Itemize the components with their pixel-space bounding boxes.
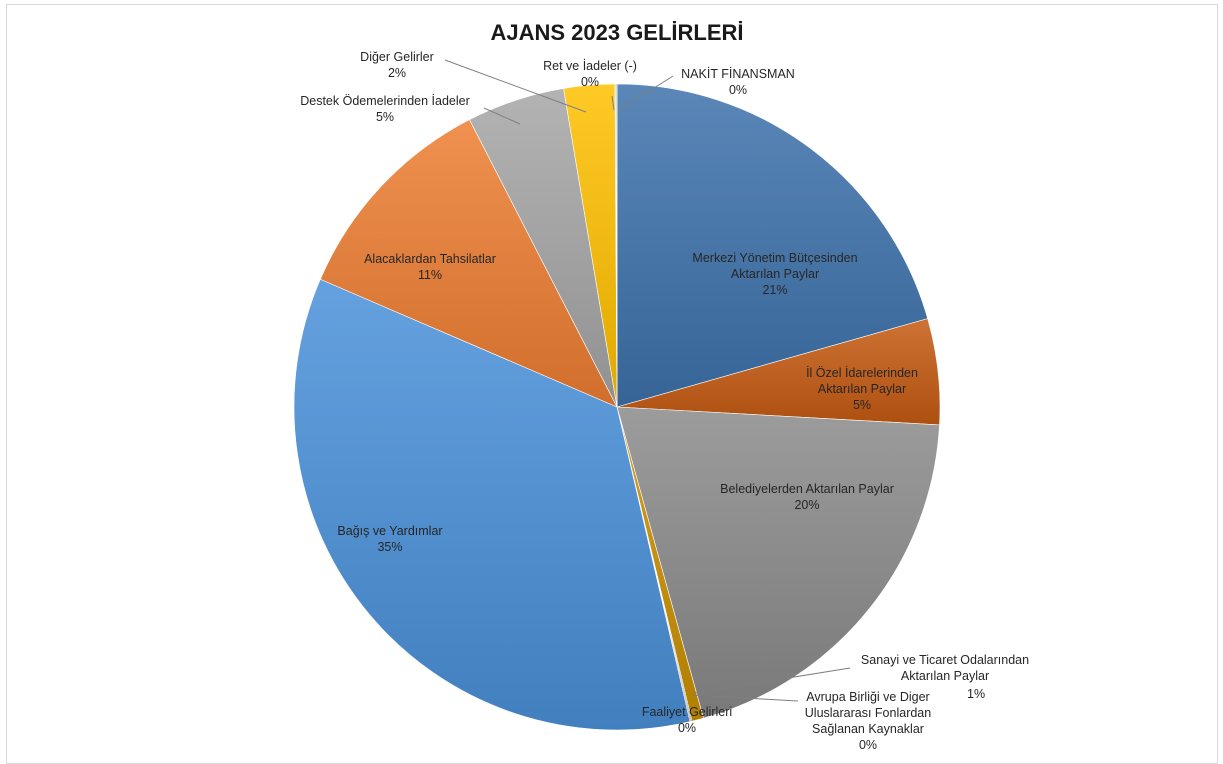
slice-percent-label: 1% bbox=[967, 687, 985, 701]
slice-name-label: Sanayi ve Ticaret Odalarından bbox=[861, 653, 1029, 667]
pie-slice bbox=[293, 278, 691, 731]
pie-slice bbox=[319, 119, 618, 408]
slice-percent-label: 0% bbox=[859, 738, 877, 752]
slice-name-label: NAKİT FİNANSMAN bbox=[681, 67, 795, 81]
leader-line bbox=[618, 75, 674, 111]
pie-slice bbox=[616, 83, 929, 408]
slice-percent-label: 0% bbox=[678, 721, 696, 735]
slice-name-label: Aktarılan Paylar bbox=[901, 669, 989, 683]
slice-name-label: Diğer Gelirler bbox=[360, 50, 434, 64]
chart-title: AJANS 2023 GELİRLERİ bbox=[490, 20, 743, 45]
slice-name-label: Destek Ödemelerinden İadeler bbox=[300, 94, 470, 108]
slice-name-label: Aktarılan Paylar bbox=[818, 382, 906, 396]
slice-percent-label: 20% bbox=[794, 498, 819, 512]
leader-line bbox=[691, 694, 799, 702]
slice-labels: Merkezi Yönetim Bütçesinden Aktarılan Pay… bbox=[300, 50, 1029, 752]
leader-line bbox=[483, 107, 521, 125]
slice-name-label: İl Özel İdarelerinden bbox=[806, 366, 918, 380]
slice-percent-label: 5% bbox=[853, 398, 871, 412]
slice-name-label: Belediyelerden Aktarılan Paylar bbox=[720, 482, 894, 496]
leader-line bbox=[444, 59, 587, 113]
slice-name-label: Bağış ve Yardımlar bbox=[337, 524, 442, 538]
pie-slice bbox=[616, 406, 940, 719]
slice-percent-label: 21% bbox=[762, 283, 787, 297]
slice-name-label: Avrupa Birliği ve Diger bbox=[806, 690, 929, 704]
slice-name-label: Merkezi Yönetim Bütçesinden bbox=[692, 251, 857, 265]
slice-name-label: Faaliyet Gelirleri bbox=[642, 705, 732, 719]
slice-percent-label: 35% bbox=[377, 540, 402, 554]
slice-name-label: Uluslararası Fonlardan bbox=[805, 706, 931, 720]
pie-slices bbox=[293, 83, 941, 731]
pie-slice bbox=[615, 83, 618, 408]
slice-percent-label: 0% bbox=[729, 83, 747, 97]
slice-name-label: Sağlanan Kaynaklar bbox=[812, 722, 924, 736]
slice-name-label: Alacaklardan Tahsilatlar bbox=[364, 252, 496, 266]
slice-name-label: Aktarılan Paylar bbox=[731, 267, 819, 281]
slice-percent-label: 11% bbox=[418, 268, 442, 282]
leader-line bbox=[611, 95, 615, 111]
slice-name-label: Ret ve İadeler (-) bbox=[543, 59, 637, 73]
slice-percent-label: 5% bbox=[376, 110, 394, 124]
slice-percent-label: 0% bbox=[581, 75, 599, 89]
leader-lines bbox=[444, 59, 851, 702]
leader-line bbox=[694, 667, 851, 694]
slice-percent-label: 2% bbox=[388, 66, 406, 80]
